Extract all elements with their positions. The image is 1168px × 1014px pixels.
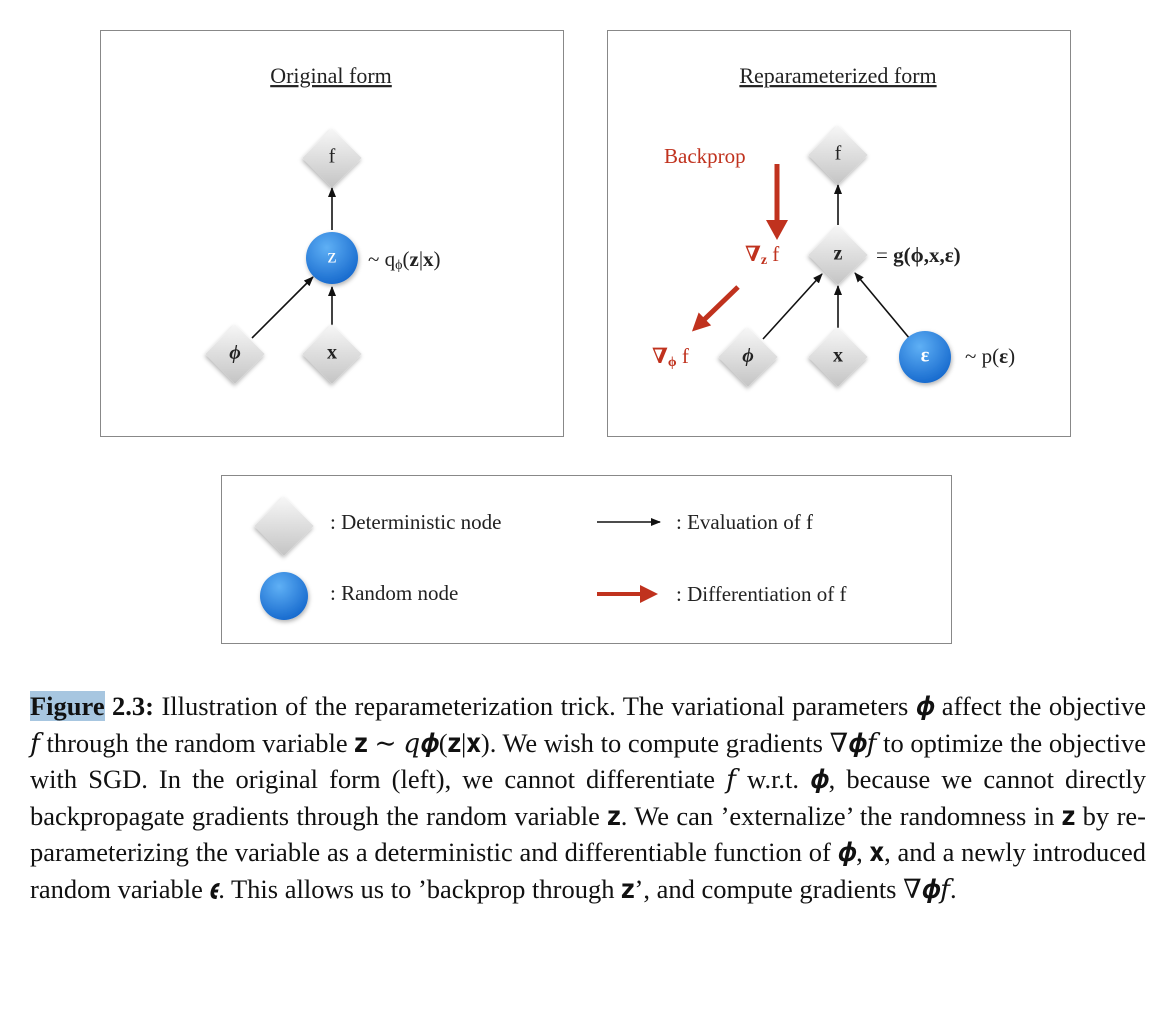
distribution-label: ~ qϕ(z|x) [368, 247, 441, 273]
node-label: z [834, 243, 843, 265]
subscript: z [761, 253, 767, 268]
random-node [899, 331, 951, 383]
text: x [423, 247, 434, 271]
legend-circle [260, 572, 308, 620]
panel-title: Reparameterized form [739, 63, 936, 88]
text: ε [999, 344, 1008, 368]
legend-text: : Evaluation of f [676, 510, 813, 534]
legend-text: : Differentiation of f [676, 582, 846, 606]
text: g [893, 243, 904, 267]
caption-number: 2.3: [104, 691, 154, 721]
node-label: f [329, 146, 336, 168]
gradient-label: ∇z f [745, 242, 779, 268]
legend-frame [221, 475, 952, 644]
noise-label: ~ p(ε) [965, 344, 1015, 368]
gradient-arrow [691, 285, 740, 332]
text: ~ q [368, 247, 396, 271]
legend-text: : Deterministic node [330, 510, 501, 534]
gradient-label: ∇ϕ f [652, 344, 689, 370]
node-label: ϕ [742, 345, 754, 367]
text: ) [434, 247, 441, 271]
text: f [767, 242, 779, 266]
caption-text: Illustration of the reparameterization t… [30, 691, 1146, 904]
text: ) [1008, 344, 1015, 368]
text: (ϕ,x,ε) [904, 243, 961, 267]
text: ∇ [745, 242, 761, 266]
node-label: x [833, 345, 843, 367]
text: z [410, 247, 419, 271]
panel-title: Original form [270, 63, 392, 88]
caption: Figure 2.3: Illustration of the reparame… [30, 688, 1146, 907]
subscript: ϕ [395, 258, 402, 273]
subscript: ϕ [668, 355, 677, 370]
node-label: ε [921, 345, 930, 367]
text: f [677, 344, 689, 368]
caption-label: Figure [30, 691, 105, 721]
legend-arrow [597, 585, 658, 603]
node-label: x [327, 342, 337, 364]
node-label: ϕ [229, 342, 241, 364]
text: = [876, 243, 893, 267]
figure: Original form f z ϕ x ~ qϕ(z|x) Reparame… [100, 30, 1071, 644]
node-label: f [835, 143, 842, 165]
text: ~ p( [965, 344, 999, 368]
edges [762, 184, 911, 340]
node-label: z [328, 246, 337, 268]
function-label: = g(ϕ,x,ε) [876, 243, 961, 267]
random-node [306, 232, 358, 284]
text: ( [403, 247, 410, 271]
text: ∇ [652, 344, 668, 368]
gradient-arrow [766, 164, 788, 240]
edges [251, 187, 336, 339]
text: | [419, 247, 423, 271]
backprop-label: Backprop [664, 144, 746, 168]
legend-text: : Random node [330, 581, 458, 605]
